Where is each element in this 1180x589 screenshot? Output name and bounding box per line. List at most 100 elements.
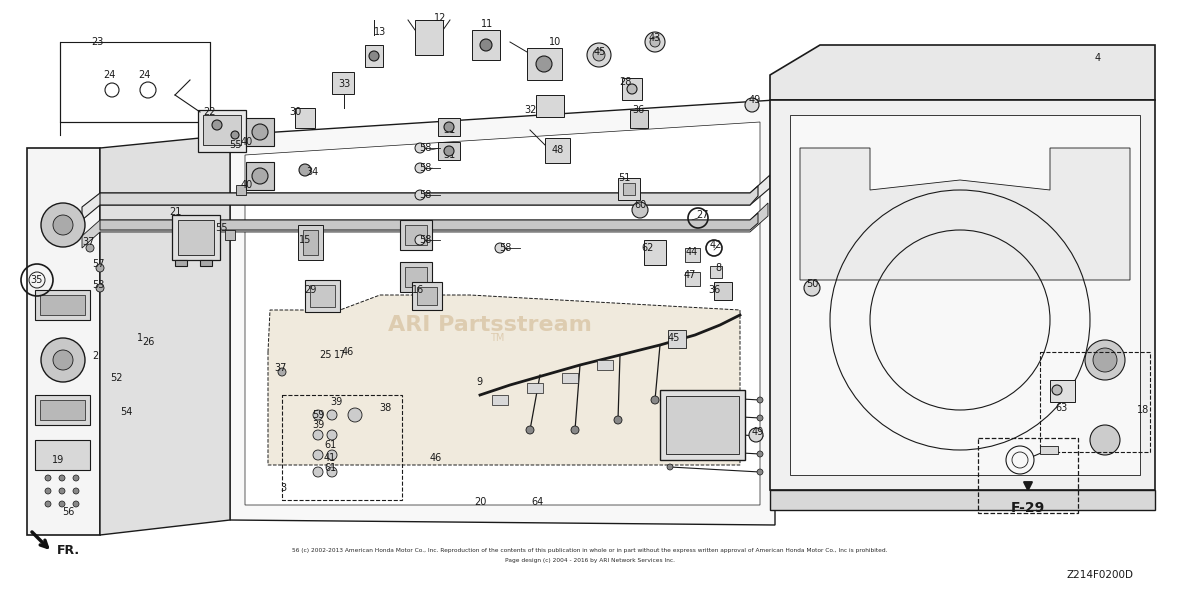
Bar (60, 42, 210, 122)
Bar (282, 395, 402, 500)
Polygon shape (771, 490, 1155, 510)
Text: 61: 61 (323, 463, 336, 473)
Bar (178, 220, 214, 255)
Circle shape (86, 244, 94, 252)
Text: 58: 58 (499, 243, 511, 253)
Text: 38: 38 (379, 403, 391, 413)
Circle shape (758, 433, 763, 439)
Circle shape (278, 368, 286, 376)
Circle shape (1084, 340, 1125, 380)
Text: 21: 21 (169, 207, 182, 217)
Text: 60: 60 (634, 200, 647, 210)
Text: 47: 47 (684, 270, 696, 280)
Circle shape (667, 392, 673, 398)
Text: 61: 61 (323, 440, 336, 450)
Bar (236, 185, 245, 195)
Text: 17: 17 (334, 350, 346, 360)
Circle shape (651, 396, 658, 404)
Text: 48: 48 (552, 145, 564, 155)
Circle shape (614, 416, 622, 424)
Bar (40, 295, 85, 315)
Text: 18: 18 (1136, 405, 1149, 415)
Polygon shape (771, 45, 1155, 100)
Text: 23: 23 (91, 37, 103, 47)
Circle shape (348, 408, 362, 422)
Circle shape (480, 39, 492, 51)
Circle shape (313, 410, 323, 420)
Text: 22: 22 (203, 107, 215, 117)
Text: 42: 42 (710, 240, 722, 250)
Bar (623, 183, 635, 195)
Text: 58: 58 (419, 235, 431, 245)
Circle shape (253, 124, 268, 140)
Circle shape (758, 451, 763, 457)
Polygon shape (268, 295, 740, 465)
Bar (40, 400, 85, 420)
Text: 58: 58 (419, 190, 431, 200)
Bar (405, 225, 427, 245)
Circle shape (313, 450, 323, 460)
Text: 29: 29 (303, 285, 316, 295)
Circle shape (415, 163, 425, 173)
Text: 34: 34 (306, 167, 319, 177)
Text: 53: 53 (92, 280, 104, 290)
Text: 33: 33 (337, 79, 350, 89)
Text: 32: 32 (524, 105, 536, 115)
Text: FR.: FR. (57, 544, 79, 557)
Text: Z214F0200D: Z214F0200D (1067, 570, 1134, 580)
Text: 46: 46 (342, 347, 354, 357)
Bar (1040, 352, 1150, 452)
Bar (618, 178, 640, 200)
Text: 13: 13 (374, 27, 386, 37)
Text: F-29: F-29 (1011, 501, 1045, 515)
Text: 63: 63 (1056, 403, 1068, 413)
Text: 27: 27 (696, 210, 708, 220)
Bar (597, 360, 612, 370)
Text: 54: 54 (120, 407, 132, 417)
Circle shape (444, 122, 454, 132)
Text: 35: 35 (30, 275, 42, 285)
Text: 19: 19 (52, 455, 64, 465)
Text: 36: 36 (708, 285, 720, 295)
Bar (668, 330, 686, 348)
Bar (304, 280, 340, 312)
Text: 50: 50 (806, 279, 818, 289)
Circle shape (667, 464, 673, 470)
Bar (295, 108, 315, 128)
Text: 10: 10 (549, 37, 562, 47)
Bar (978, 438, 1079, 513)
Text: 3: 3 (280, 483, 286, 493)
Text: 24: 24 (103, 70, 116, 80)
Bar (686, 272, 700, 286)
Text: 39: 39 (330, 397, 342, 407)
Text: 43: 43 (649, 33, 661, 43)
Bar (1040, 446, 1058, 454)
Polygon shape (800, 148, 1130, 280)
Circle shape (369, 51, 379, 61)
Bar (365, 45, 384, 67)
Circle shape (758, 415, 763, 421)
Circle shape (53, 350, 73, 370)
Circle shape (45, 488, 51, 494)
Circle shape (59, 501, 65, 507)
Text: 58: 58 (419, 143, 431, 153)
Text: 51: 51 (618, 173, 630, 183)
Bar (299, 225, 323, 260)
Bar (562, 373, 578, 383)
Text: 20: 20 (474, 497, 486, 507)
Text: 56: 56 (61, 507, 74, 517)
Bar (536, 95, 564, 117)
Circle shape (327, 410, 337, 420)
Bar (198, 110, 245, 152)
Bar (175, 260, 186, 266)
Circle shape (299, 164, 312, 176)
Circle shape (53, 215, 73, 235)
Bar (203, 115, 241, 145)
Bar (245, 118, 274, 146)
Text: 24: 24 (138, 70, 150, 80)
Circle shape (327, 430, 337, 440)
Circle shape (645, 32, 666, 52)
Bar (417, 287, 437, 305)
Text: 55: 55 (229, 140, 241, 150)
Circle shape (212, 120, 222, 130)
